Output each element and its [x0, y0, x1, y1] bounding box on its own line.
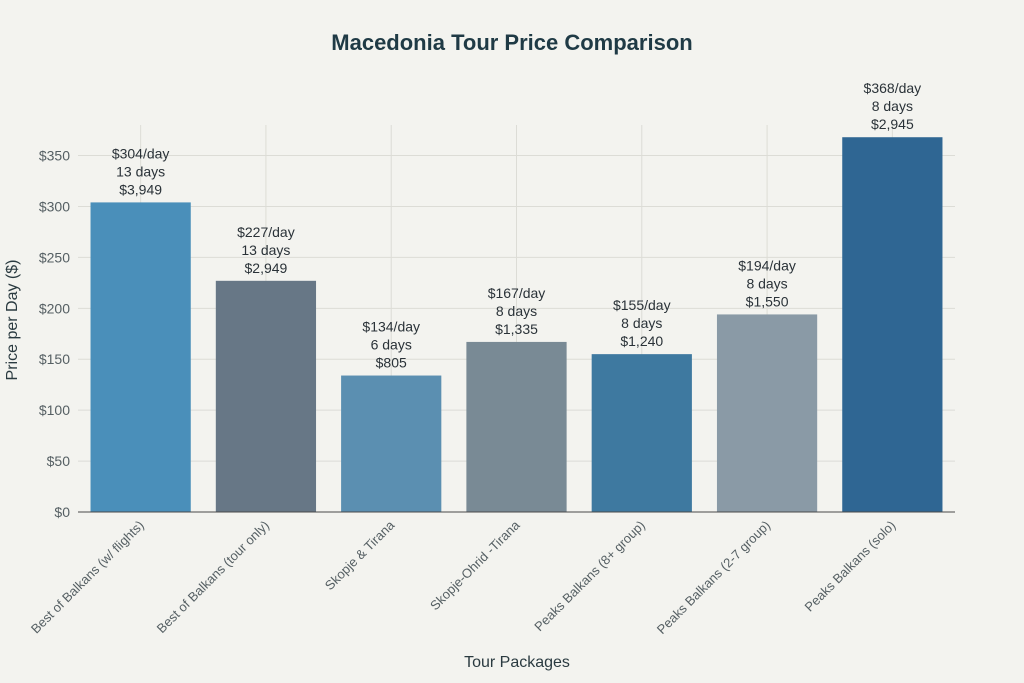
bar-data-label: $805 [376, 355, 407, 371]
bar-data-label: $304/day [112, 145, 170, 161]
bar-data-label: 8 days [496, 303, 537, 319]
bar [215, 280, 317, 512]
bar-data-label: $194/day [738, 257, 796, 273]
y-tick-label: $350 [39, 148, 70, 164]
bar-data-label: 8 days [746, 275, 787, 291]
y-axis-title: Price per Day ($) [4, 260, 21, 381]
bar-label-layer: $304/day 13 days $3,949 $227/day 13 days $2,9… [112, 80, 921, 370]
bar-data-label: 8 days [872, 98, 913, 114]
x-tick-label: Peaks Balkans (8+ group) [531, 518, 648, 635]
y-tick-label: $300 [39, 198, 70, 214]
bar-data-label: $1,550 [746, 293, 789, 309]
bar-data-label: 13 days [241, 242, 290, 258]
bar-data-label: $1,335 [495, 321, 538, 337]
y-tick-label: $0 [54, 504, 70, 520]
y-tick-label: $250 [39, 249, 70, 265]
bar-data-label: 8 days [621, 315, 662, 331]
bar [842, 137, 943, 512]
bar-data-label: $1,240 [620, 333, 663, 349]
x-tick-label: Peaks Balkans (2-7 group) [654, 518, 773, 637]
x-tick-label: Peaks Balkans (solo) [802, 518, 899, 615]
x-tick-label: Skopje & Tirana [322, 517, 398, 593]
x-tick-label: Best of Balkans (tour only) [154, 518, 272, 636]
bar-data-label: $155/day [613, 297, 671, 313]
bar-data-label: $368/day [864, 80, 922, 96]
bar-data-label: $134/day [362, 319, 420, 335]
bar-data-label: 13 days [116, 163, 165, 179]
bar [591, 354, 692, 512]
y-tick-label: $150 [39, 351, 70, 367]
bar-data-label: $2,945 [871, 116, 914, 132]
bar [90, 202, 191, 512]
chart-title: Macedonia Tour Price Comparison [331, 30, 692, 55]
y-tick-label: $50 [47, 453, 71, 469]
bar-data-label: $3,949 [119, 181, 162, 197]
y-tick-label: $100 [39, 402, 70, 418]
x-tick-label: Best of Balkans (w/ flights) [28, 518, 147, 637]
bar [716, 314, 818, 512]
bar-data-label: $227/day [237, 224, 295, 240]
x-axis-title: Tour Packages [464, 654, 570, 671]
bar-data-label: $2,949 [245, 260, 288, 276]
y-tick-label: $200 [39, 300, 70, 316]
bar-data-label: 6 days [371, 337, 412, 353]
bar-data-label: $167/day [488, 285, 546, 301]
x-tick-label: Skopje-Ohrid -Tirana [427, 517, 523, 613]
bar-layer [90, 137, 943, 512]
bar [341, 375, 442, 512]
bar [466, 341, 567, 512]
